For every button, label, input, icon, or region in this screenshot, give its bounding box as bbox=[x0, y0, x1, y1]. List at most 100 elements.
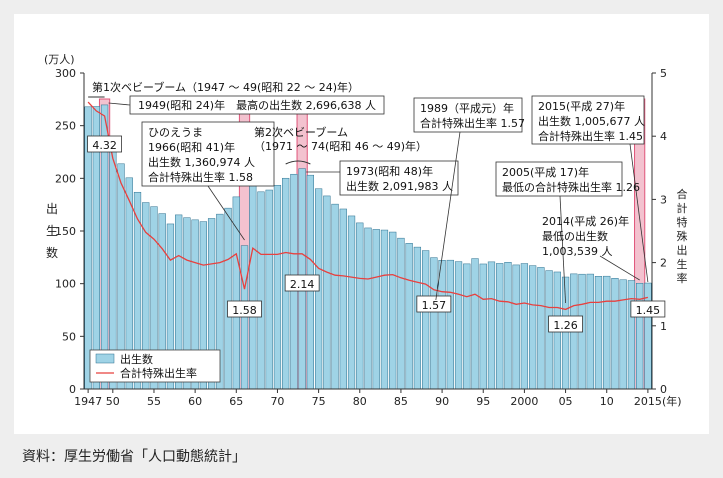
bar-2015 bbox=[644, 282, 652, 390]
annotation-y2014: 最低の出生数 bbox=[542, 229, 608, 243]
bar-1990 bbox=[438, 260, 446, 390]
bar-1964 bbox=[224, 207, 232, 390]
annotation-y2005: 2005(平成 17)年 bbox=[502, 165, 589, 179]
left-tick-label: 200 bbox=[55, 172, 76, 185]
bar-1994 bbox=[471, 258, 479, 390]
bar-1985 bbox=[397, 237, 405, 390]
annotation-boom2: 第2次ベビーブーム bbox=[254, 125, 348, 139]
annotation-box-hinoeuma bbox=[141, 121, 275, 187]
annotation-box-y1973 bbox=[339, 160, 459, 196]
bar-1965 bbox=[232, 196, 240, 390]
bar-2000 bbox=[520, 263, 529, 390]
right-axis-title-char: 特 bbox=[677, 215, 688, 229]
bar-1988 bbox=[421, 250, 430, 390]
rate-label-box-2005 bbox=[548, 315, 583, 333]
annotation-hinoeuma: 出生数 1,360,974 人 bbox=[148, 155, 255, 169]
annotation-y1989: 1989（平成元）年 bbox=[420, 101, 514, 115]
bar-1981 bbox=[364, 227, 372, 390]
x-tick-label: 75 bbox=[312, 395, 326, 408]
annotation-y2015: 合計特殊出生率 1.45 bbox=[538, 129, 643, 143]
rate-label-box-2015 bbox=[630, 300, 666, 318]
annotation-leader bbox=[599, 255, 640, 281]
annotation-y1973: 1973(昭和 48)年 bbox=[346, 164, 433, 178]
right-axis-title-char: 生 bbox=[677, 257, 688, 271]
bar-2002 bbox=[537, 267, 545, 390]
annotation-y2014: 2014(平成 26)年 bbox=[542, 214, 629, 228]
annotation-hinoeuma: 合計特殊出生率 1.58 bbox=[148, 170, 253, 184]
x-tick-label: 05 bbox=[559, 395, 573, 408]
bar-1978 bbox=[339, 208, 347, 390]
bar-1982 bbox=[372, 229, 380, 390]
bar-1999 bbox=[512, 264, 520, 390]
bar-1968 bbox=[257, 191, 265, 390]
x-tick-label: 10 bbox=[600, 395, 614, 408]
bar-1986 bbox=[405, 243, 413, 390]
bar-2008 bbox=[586, 273, 594, 390]
annotation-y2015: 2015(平成 27)年 bbox=[538, 99, 625, 113]
right-tick-label: 3 bbox=[660, 193, 667, 206]
rate-label-2015: 1.45 bbox=[636, 304, 661, 317]
annotation-hinoeuma: 1966(昭和 41)年 bbox=[148, 140, 235, 154]
bar-1992 bbox=[454, 261, 463, 390]
rate-label-box-1989 bbox=[416, 295, 452, 313]
left-tick-label: 0 bbox=[69, 383, 76, 396]
bar-1996 bbox=[487, 261, 496, 390]
left-tick-label: 150 bbox=[55, 225, 76, 238]
x-axis-label: (年) bbox=[662, 394, 682, 408]
left-axis-title-char: 出 bbox=[46, 202, 58, 216]
bar-1976 bbox=[323, 195, 331, 390]
annotation-leader bbox=[435, 131, 461, 301]
bar-2012 bbox=[619, 279, 627, 390]
bar-1984 bbox=[389, 231, 397, 390]
rate-label-1966: 1.58 bbox=[232, 304, 257, 317]
right-axis-title-char: 出 bbox=[677, 243, 688, 257]
right-tick-label: 4 bbox=[660, 130, 667, 143]
x-tick-label: 80 bbox=[353, 395, 367, 408]
annotation-hinoeuma: ひのえうま bbox=[148, 126, 203, 139]
x-tick-label: 50 bbox=[106, 395, 120, 408]
left-axis-unit: (万人) bbox=[44, 53, 75, 66]
left-axis-title-char: 数 bbox=[46, 245, 58, 260]
legend-swatch-births bbox=[95, 353, 115, 364]
rate-label-box-1973 bbox=[284, 274, 320, 292]
annotation-leader bbox=[207, 185, 245, 241]
rate-label-1989: 1.57 bbox=[422, 299, 447, 312]
annotation-leader bbox=[629, 143, 649, 283]
rate-label-box-1966 bbox=[227, 300, 262, 318]
bar-1979 bbox=[347, 215, 356, 390]
source-note: 資料：厚生労働省「人口動態統計」 bbox=[22, 449, 246, 465]
bar-2013 bbox=[627, 280, 636, 390]
bar-2001 bbox=[529, 265, 537, 390]
annotation-y2015: 出生数 1,005,677 人 bbox=[538, 114, 645, 128]
x-tick-label: 90 bbox=[435, 395, 449, 408]
bar-1983 bbox=[380, 229, 389, 390]
annotation-leader bbox=[108, 102, 131, 106]
bar-1997 bbox=[496, 263, 504, 390]
right-tick-label: 1 bbox=[660, 320, 667, 333]
bar-1969 bbox=[265, 189, 273, 390]
x-tick-label: 85 bbox=[394, 395, 408, 408]
rate-label-1949: 4.32 bbox=[92, 139, 117, 152]
bar-1995 bbox=[479, 263, 487, 390]
left-tick-label: 100 bbox=[55, 278, 76, 291]
x-tick-label: 55 bbox=[147, 395, 161, 408]
bar-1998 bbox=[504, 262, 512, 390]
bar-1993 bbox=[463, 263, 471, 390]
rate-line bbox=[87, 101, 649, 311]
bar-1967 bbox=[249, 184, 257, 390]
right-tick-label: 5 bbox=[660, 67, 667, 80]
bar-1991 bbox=[446, 259, 454, 390]
annotation-box-y2005 bbox=[495, 161, 623, 197]
annotation-y1949: 1949(昭和 24)年 最高の出生数 2,696,638 人 bbox=[138, 98, 376, 112]
left-tick-label: 250 bbox=[55, 120, 76, 133]
annotation-y1973: 出生数 2,091,983 人 bbox=[346, 179, 453, 193]
right-axis-title-char: 合 bbox=[677, 187, 688, 201]
annotation-boom1: 第1次ベビーブーム（1947 ～ 49(昭和 22 ～ 24)年） bbox=[92, 80, 359, 94]
bar-1987 bbox=[413, 246, 422, 390]
x-tick-label: 95 bbox=[476, 395, 490, 408]
annotation-y2014: 1,003,539 人 bbox=[542, 245, 612, 258]
annotation-leader bbox=[559, 195, 566, 304]
annotation-boom2: （1971 ～ 74(昭和 46 ～ 49)年） bbox=[254, 139, 427, 153]
